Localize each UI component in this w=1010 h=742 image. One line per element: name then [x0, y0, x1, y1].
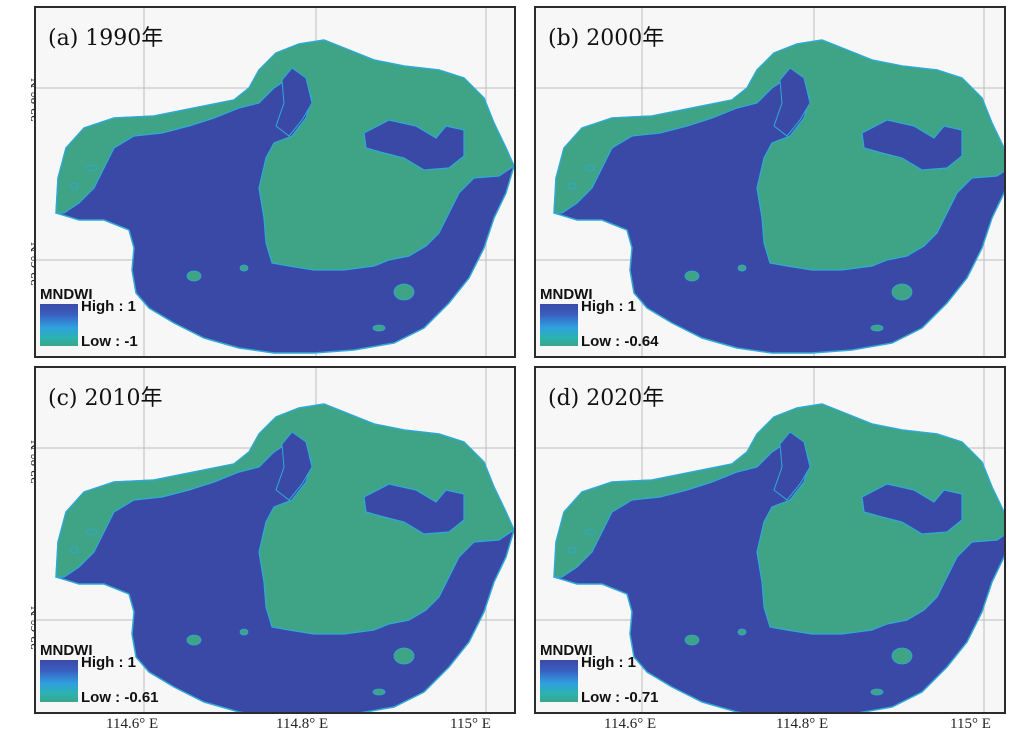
inlet-water: [773, 67, 811, 137]
bay-water: [363, 119, 465, 171]
legend-low-a: Low : -1: [81, 333, 138, 350]
legend-a: MNDWI High : 1 Low : -1: [40, 286, 138, 350]
legend-high-b: High : 1: [581, 298, 636, 315]
map-panel-c: (c) 2010年 MNDWI High : 1 Low : -0.61: [34, 366, 516, 714]
island: [684, 270, 700, 282]
island: [86, 164, 98, 172]
x-axis-label-right-114.8: 114.8° E: [776, 716, 829, 732]
bay-water: [861, 483, 963, 535]
legend-low-c: Low : -0.61: [81, 689, 159, 706]
island: [239, 628, 249, 636]
legend-low-d: Low : -0.71: [581, 689, 659, 706]
panel-title-d: (d) 2020年: [548, 386, 665, 411]
bay-water: [861, 119, 963, 171]
legend-c: MNDWI High : 1 Low : -0.61: [40, 642, 159, 706]
panel-title-b: (b) 2000年: [548, 26, 665, 51]
map-panel-b: (b) 2000年 MNDWI High : 1 Low : -0.64: [534, 6, 1006, 358]
island: [567, 546, 577, 554]
map-a: [36, 8, 514, 356]
island: [584, 528, 596, 536]
inlet-water: [275, 67, 313, 137]
island: [69, 182, 79, 190]
island: [393, 647, 415, 665]
panel-title-c: (c) 2010年: [48, 386, 163, 411]
map-panel-a: (a) 1990年 MNDWI High : 1 Low : -1: [34, 6, 516, 358]
legend-d: MNDWI High : 1 Low : -0.71: [540, 642, 659, 706]
island: [737, 628, 747, 636]
x-axis-label-right-114.6: 114.6° E: [604, 716, 657, 732]
legend-color-ramp-d: [540, 660, 578, 702]
legend-color-ramp-b: [540, 304, 578, 346]
island: [584, 164, 596, 172]
land-area: [553, 39, 1004, 271]
island: [684, 634, 700, 646]
x-axis-label-left-114.6: 114.6° E: [106, 716, 159, 732]
island: [372, 688, 386, 696]
island: [372, 324, 386, 332]
legend-title-a: MNDWI: [40, 286, 93, 303]
island: [870, 324, 884, 332]
island: [69, 546, 79, 554]
land-area: [55, 39, 514, 271]
legend-low-b: Low : -0.64: [581, 333, 659, 350]
x-axis-label-right-115: 115° E: [950, 716, 991, 732]
island: [393, 283, 415, 301]
map-d: [536, 368, 1004, 712]
legend-color-ramp-a: [40, 304, 78, 346]
island: [186, 270, 202, 282]
island: [870, 688, 884, 696]
x-axis-label-left-115: 115° E: [450, 716, 491, 732]
map-b: [536, 8, 1004, 356]
island: [737, 264, 747, 272]
legend-high-a: High : 1: [81, 298, 136, 315]
inlet-water: [275, 431, 313, 501]
island: [239, 264, 249, 272]
legend-title-d: MNDWI: [540, 642, 593, 659]
island: [86, 528, 98, 536]
island: [567, 182, 577, 190]
legend-title-b: MNDWI: [540, 286, 593, 303]
x-axis-label-left-114.8: 114.8° E: [276, 716, 329, 732]
land-area: [553, 403, 1004, 635]
panel-title-a: (a) 1990年: [48, 26, 164, 51]
legend-title-c: MNDWI: [40, 642, 93, 659]
island: [891, 647, 913, 665]
bay-water: [363, 483, 465, 535]
island: [891, 283, 913, 301]
legend-b: MNDWI High : 1 Low : -0.64: [540, 286, 659, 350]
land-area: [55, 403, 514, 635]
island: [186, 634, 202, 646]
legend-color-ramp-c: [40, 660, 78, 702]
legend-high-d: High : 1: [581, 654, 636, 671]
legend-high-c: High : 1: [81, 654, 136, 671]
map-panel-d: (d) 2020年 MNDWI High : 1 Low : -0.71: [534, 366, 1006, 714]
inlet-water: [773, 431, 811, 501]
map-c: [36, 368, 514, 712]
